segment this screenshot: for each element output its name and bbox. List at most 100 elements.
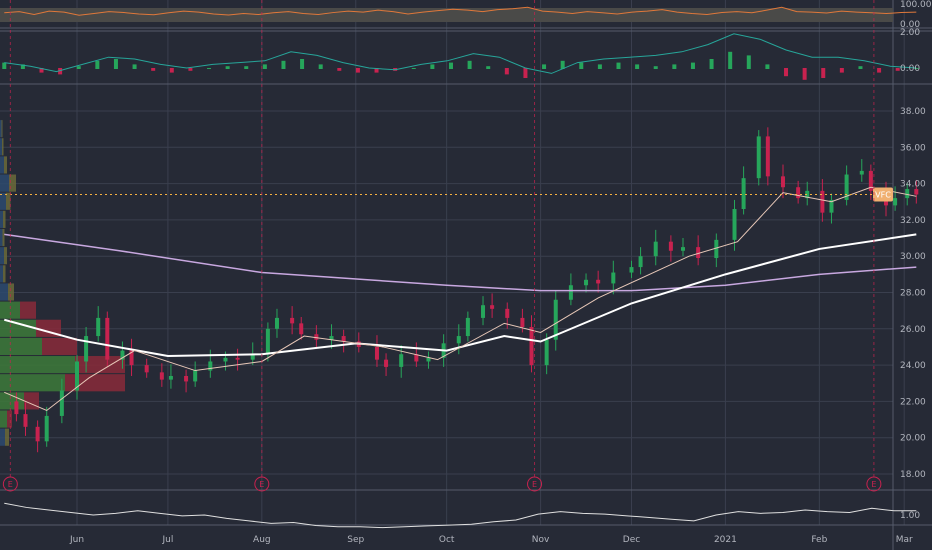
rsi-tick: 100.00 bbox=[900, 0, 932, 10]
volume-profile-up-bar bbox=[0, 210, 3, 228]
candle-body bbox=[868, 170, 873, 191]
candle-body bbox=[208, 361, 213, 371]
volume-profile-down-bar bbox=[2, 228, 5, 247]
macd-histogram-bar bbox=[207, 68, 212, 69]
volume-profile-up-bar bbox=[0, 319, 36, 337]
macd-histogram-bar bbox=[281, 60, 286, 69]
candle-body bbox=[905, 189, 910, 199]
volume-profile-down-bar bbox=[1, 120, 3, 138]
macd-histogram-bar bbox=[355, 68, 360, 73]
volume-profile-up-bar bbox=[0, 410, 7, 428]
macd-histogram-bar bbox=[39, 68, 44, 73]
earnings-icon bbox=[254, 476, 270, 492]
volume-profile-up-bar bbox=[0, 192, 6, 210]
candle-body bbox=[629, 267, 634, 273]
candle-body bbox=[329, 336, 334, 340]
macd-histogram-bar bbox=[262, 64, 267, 69]
macd-histogram-bar bbox=[300, 59, 305, 69]
earnings-icon bbox=[866, 476, 882, 492]
candle-body bbox=[374, 346, 379, 360]
volume-profile-down-bar bbox=[4, 247, 7, 265]
volume-profile-down-bar bbox=[5, 428, 9, 446]
candle-body bbox=[341, 336, 346, 342]
y-tick-label: 38.00 bbox=[900, 107, 926, 117]
y-tick-label: 26.00 bbox=[900, 325, 926, 335]
macd-line bbox=[4, 33, 917, 74]
macd-histogram-bar bbox=[560, 60, 565, 69]
indicator-panels bbox=[0, 6, 919, 529]
price-axis[interactable]: Jun Jul Aug Sep Oct Nov Dec 2021 Feb Mar 38.00 36.0… bbox=[69, 0, 932, 545]
volume-profile-up-bar bbox=[0, 392, 24, 410]
macd-histogram-bar bbox=[784, 68, 789, 77]
candle-body bbox=[681, 247, 685, 251]
rsi-band bbox=[0, 8, 893, 22]
candle-body bbox=[84, 336, 89, 362]
candle-body bbox=[35, 426, 40, 442]
sma200-line bbox=[4, 233, 917, 292]
macd-histogram-bar bbox=[374, 68, 379, 73]
candle-body bbox=[299, 323, 304, 335]
macd-histogram-bar bbox=[132, 64, 137, 69]
macd-histogram-bar bbox=[765, 64, 770, 69]
candlesticks bbox=[14, 127, 919, 453]
volume-profile-down-bar bbox=[75, 356, 125, 374]
candle-body bbox=[638, 256, 643, 268]
ratio-line bbox=[4, 502, 917, 529]
sma20-line bbox=[4, 186, 917, 412]
macd-histogram-bar bbox=[597, 64, 602, 69]
moving-averages bbox=[0, 186, 917, 412]
volume-profile-up-bar bbox=[0, 174, 9, 192]
ticker-label-bg bbox=[873, 187, 893, 202]
macd-histogram-bar bbox=[430, 64, 435, 69]
macd-histogram-bar bbox=[169, 68, 174, 73]
volume-profile-down-bar bbox=[2, 138, 4, 156]
candle-body bbox=[414, 354, 419, 362]
candle-body bbox=[235, 357, 240, 360]
macd-histogram-bar bbox=[318, 64, 323, 69]
macd-histogram-bar bbox=[877, 68, 882, 73]
macd-histogram-bar bbox=[486, 66, 491, 69]
volume-profile-up-bar bbox=[0, 247, 4, 265]
y-tick-label: 18.00 bbox=[900, 470, 926, 480]
candle-body bbox=[741, 178, 746, 210]
candle-body bbox=[223, 357, 228, 362]
candle-body bbox=[14, 401, 19, 415]
macd-histogram-bar bbox=[542, 64, 547, 69]
candle-body bbox=[75, 361, 79, 391]
candle-body bbox=[481, 305, 486, 318]
volume-profile-up-bar bbox=[0, 156, 4, 174]
candle-body bbox=[696, 247, 701, 259]
candle-body bbox=[23, 414, 28, 427]
macd-histogram-bar bbox=[672, 64, 677, 69]
macd-histogram-bar bbox=[616, 62, 621, 69]
candle-body bbox=[596, 279, 601, 284]
macd-histogram-bar bbox=[244, 66, 249, 69]
macd-histogram-bar bbox=[579, 62, 584, 69]
volume-profile-down-bar bbox=[7, 410, 12, 428]
candle-body bbox=[756, 136, 761, 179]
macd-histogram-bar bbox=[746, 55, 751, 69]
macd-histogram-bar bbox=[839, 68, 844, 73]
x-tick-label: Sep bbox=[347, 535, 364, 545]
volume-profile-up-bar bbox=[0, 301, 20, 319]
x-tick-label: Jul bbox=[161, 535, 173, 545]
candle-body bbox=[399, 354, 404, 367]
candle-body bbox=[426, 357, 431, 362]
x-tick-label: Feb bbox=[811, 535, 827, 545]
candle-body bbox=[820, 190, 825, 213]
earnings-marker: E bbox=[532, 480, 537, 489]
macd-histogram-bar bbox=[76, 66, 81, 69]
earnings-marker: E bbox=[259, 480, 264, 489]
volume-profile-down-bar bbox=[65, 374, 125, 392]
candle-body bbox=[490, 305, 495, 309]
earnings-icon bbox=[527, 476, 543, 492]
y-tick-label: 22.00 bbox=[900, 397, 926, 407]
macd-histogram-bar bbox=[709, 59, 714, 69]
candle-body bbox=[653, 241, 658, 257]
candle-body bbox=[168, 375, 173, 380]
ratio-tick: 1.00 bbox=[900, 511, 920, 521]
candle-body bbox=[265, 328, 270, 355]
